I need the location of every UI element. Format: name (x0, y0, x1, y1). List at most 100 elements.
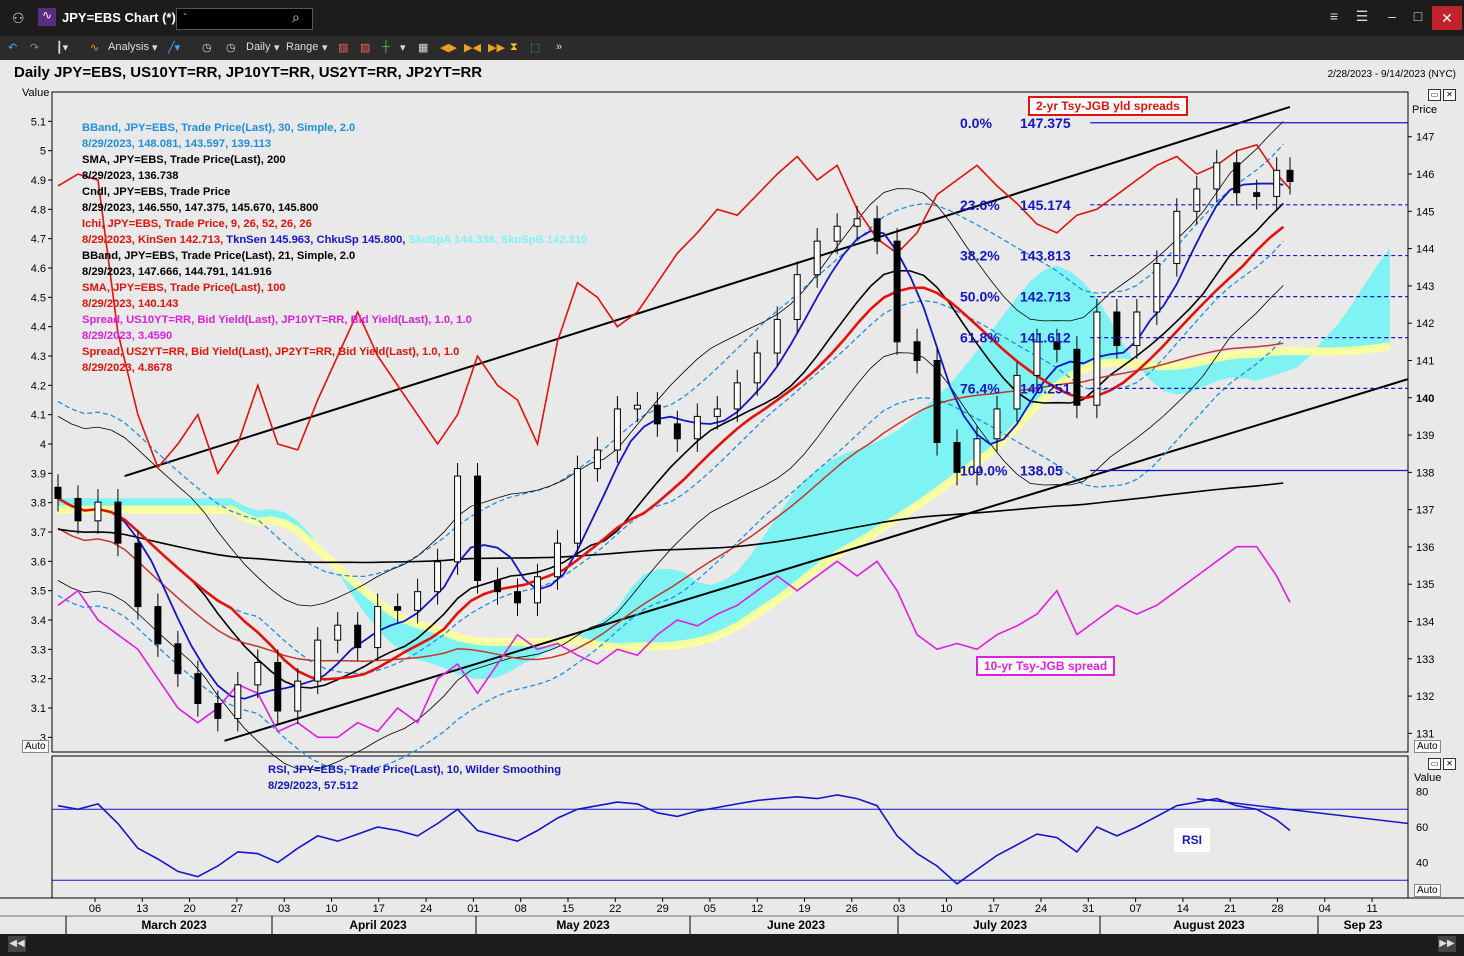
x-month-label: July 2023 (973, 918, 1027, 932)
candle-body (893, 240, 901, 343)
search-icon[interactable]: ⌕ (292, 9, 300, 25)
spread-10y-line (57, 545, 1291, 739)
x-day-label: 06 (89, 903, 101, 915)
layout-icon[interactable]: ≡ (1329, 8, 1339, 24)
left-tick-label: 3.2 (31, 674, 46, 686)
hourglass-icon[interactable]: ⧗ (510, 41, 518, 53)
legend-bband30-values: 8/29/2023, 148.081, 143.597, 139.113 (82, 138, 272, 150)
more-icon[interactable]: » (556, 41, 563, 53)
candle-body (553, 542, 561, 578)
candle-body (54, 486, 62, 499)
right-tick-label: 141 (1416, 355, 1434, 367)
x-day-label: 17 (988, 903, 1000, 915)
candle-body (454, 475, 462, 563)
annotation-rsi: RSI (1174, 828, 1211, 852)
candle-body (993, 408, 1001, 440)
fib-pct-0: 0.0% (960, 115, 992, 131)
main-auto-right[interactable]: Auto (1414, 740, 1441, 753)
line-chart-icon[interactable]: ▨ (338, 42, 349, 54)
search-input[interactable]: ` (176, 8, 313, 30)
close-button[interactable]: ✕ (1432, 6, 1462, 30)
main-plot-frame (51, 91, 1409, 753)
crosshair-icon[interactable]: ┼ (382, 41, 390, 53)
draw-line-icon[interactable]: ╱▾ (168, 42, 181, 54)
left-tick-label: 4.3 (31, 351, 46, 363)
minimize-button[interactable]: – (1388, 8, 1396, 24)
candle-body (1173, 210, 1181, 265)
right-tick-label: 131 (1416, 728, 1434, 740)
candle-body (973, 438, 981, 473)
ichimoku-span-b (58, 342, 1391, 652)
clock-icon[interactable]: ◷ (202, 42, 212, 54)
legend-sma100-title: SMA, JPY=EBS, Trade Price(Last), 100 (82, 282, 286, 294)
candle-body (733, 382, 741, 410)
left-tick-label: 4.7 (31, 234, 46, 246)
legend-bband21-values: 8/29/2023, 147.666, 144.791, 141.916 (82, 266, 272, 278)
candle-body (154, 606, 162, 645)
select-icon[interactable]: ⬚ (530, 42, 541, 54)
analysis-menu[interactable]: Analysis (108, 41, 149, 53)
rsi-panel-maximize-icon[interactable]: ▭ (1428, 758, 1441, 770)
legend-spread2y-title: Spread, US2YT=RR, Bid Yield(Last), JP2YT… (82, 346, 460, 358)
rsi-line (57, 794, 1291, 885)
rsi-auto-right[interactable]: Auto (1414, 884, 1441, 897)
candle-body (334, 624, 342, 641)
main-auto-left[interactable]: Auto (22, 740, 49, 753)
x-day-label: 08 (515, 903, 527, 915)
compare-icon[interactable]: ▨ (360, 42, 371, 54)
scroll-right-icon[interactable]: ▶▶ (488, 42, 505, 54)
menu-icon[interactable]: ☰ (1355, 8, 1369, 24)
legend-candle-values: 8/29/2023, 146.550, 147.375, 145.670, 14… (82, 202, 319, 214)
clock-settings-icon[interactable]: ◷ (226, 42, 236, 54)
panel-close-icon[interactable]: ✕ (1443, 89, 1456, 101)
undo-icon[interactable]: ↶ (8, 42, 18, 54)
candle-style-icon[interactable]: ┃▾ (56, 42, 69, 54)
legend-spread10y-title: Spread, US10YT=RR, Bid Yield(Last), JP10… (82, 314, 472, 326)
legend-sma100-values: 8/29/2023, 140.143 (82, 298, 179, 310)
spread-2y-line (57, 143, 1291, 476)
legend-sma200-title: SMA, JPY=EBS, Trade Price(Last), 200 (82, 154, 286, 166)
rsi-legend-values: 8/29/2023, 57.512 (268, 780, 359, 792)
maximize-button[interactable]: □ (1413, 8, 1423, 24)
candle-body (234, 684, 242, 719)
legend-ichimoku-kinsen: 8/29/2023, KinSen 142.713, (82, 234, 227, 246)
x-day-label: 03 (893, 903, 905, 915)
candle-body (1153, 263, 1161, 313)
candle-body (1093, 311, 1101, 406)
scroll-left-button[interactable]: ◀◀ (8, 936, 26, 952)
left-tick-label: 4.5 (31, 292, 46, 304)
left-tick-label: 4.8 (31, 204, 46, 216)
scroll-left-icon[interactable]: ◀▶ (440, 42, 457, 54)
rsi-plot-frame (51, 755, 1409, 899)
scrollbar[interactable] (0, 934, 1464, 956)
interval-dropdown[interactable]: Daily (246, 41, 271, 53)
left-tick-label: 3.5 (31, 586, 46, 598)
candle-body (214, 703, 222, 719)
panel-maximize-icon[interactable]: ▭ (1428, 89, 1441, 101)
left-tick-label: 3 (40, 732, 46, 744)
x-day-label: 21 (1224, 903, 1236, 915)
range-dropdown[interactable]: Range (286, 41, 319, 53)
rsi-panel-close-icon[interactable]: ✕ (1443, 758, 1456, 770)
scroll-right-button[interactable]: ▶▶ (1438, 936, 1456, 952)
link-icon[interactable]: ⚇ (12, 10, 25, 26)
zoom-fit-icon[interactable]: ▶◀ (464, 42, 481, 54)
candle-body (533, 576, 541, 604)
left-tick-label: 5 (40, 146, 46, 158)
analysis-icon[interactable]: ∿ (90, 42, 100, 54)
candle-body (853, 218, 861, 227)
x-day-label: 07 (1129, 903, 1141, 915)
x-day-label: 14 (1177, 903, 1189, 915)
fib-value-1: 145.174 (1020, 197, 1071, 213)
legend-spread2y-values: 8/29/2023, 4.8678 (82, 362, 173, 374)
legend-candle-title: Cndl, JPY=EBS, Trade Price (82, 186, 231, 198)
upper-trend-line (124, 105, 1291, 478)
right-tick-label: 147 (1416, 132, 1434, 144)
redo-icon[interactable]: ↷ (30, 42, 40, 54)
left-tick-label: 4.4 (31, 322, 46, 334)
x-day-label: 05 (704, 903, 716, 915)
right-tick-label: 138 (1416, 467, 1434, 479)
fib-value-2: 143.813 (1020, 248, 1071, 264)
table-icon[interactable]: ▦ (418, 42, 429, 54)
